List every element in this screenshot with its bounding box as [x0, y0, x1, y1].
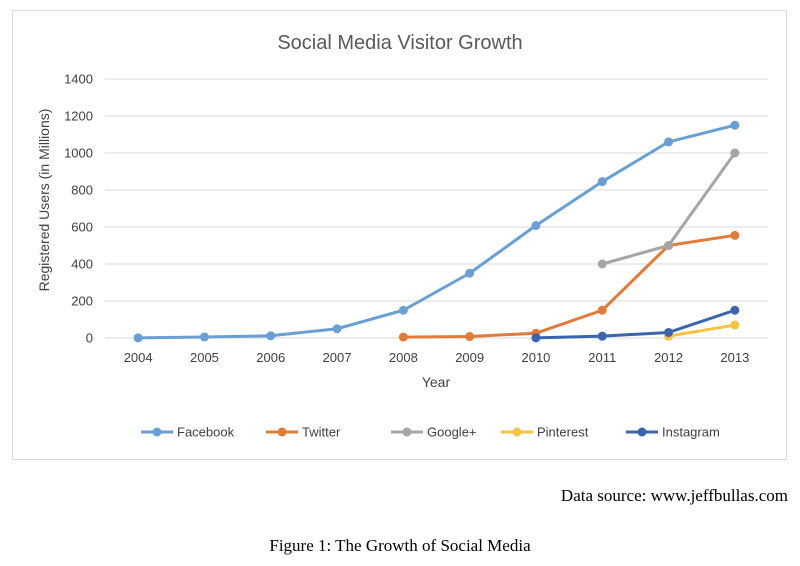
- legend-label: Twitter: [302, 425, 341, 440]
- y-tick-label: 1200: [64, 109, 93, 124]
- x-tick-label: 2010: [521, 350, 550, 365]
- data-point: [730, 305, 740, 315]
- legend-item[interactable]: Facebook: [141, 425, 235, 440]
- data-point: [597, 259, 607, 269]
- x-axis-label: Year: [422, 374, 451, 390]
- x-tick-label: 2007: [323, 350, 352, 365]
- y-tick-label: 600: [71, 220, 93, 235]
- x-tick-label: 2008: [389, 350, 418, 365]
- series-layer: [133, 120, 740, 343]
- x-tick-label: 2012: [654, 350, 683, 365]
- y-tick-label: 1000: [64, 146, 93, 161]
- y-tick-label: 400: [71, 257, 93, 272]
- y-tick-label: 200: [71, 294, 93, 309]
- chart-frame: Social Media Visitor Growth 0 200 400 600 80…: [12, 10, 787, 460]
- series-instagram: [531, 305, 740, 343]
- x-tick-label: 2005: [190, 350, 219, 365]
- series-line: [401, 233, 737, 339]
- data-point: [664, 241, 674, 250]
- legend-label: Google+: [427, 425, 477, 440]
- legend: Facebook Twitter Google+ Pinterest Instagram: [141, 425, 720, 440]
- legend-swatch-marker: [637, 427, 647, 437]
- series-line: [667, 323, 737, 338]
- data-point: [398, 332, 408, 342]
- x-tick-label: 2009: [455, 350, 484, 365]
- data-point: [531, 333, 541, 343]
- legend-item[interactable]: Google+: [391, 425, 477, 440]
- legend-item[interactable]: Pinterest: [501, 425, 589, 440]
- x-tick-label: 2013: [720, 350, 749, 365]
- data-point: [597, 305, 607, 315]
- figure-caption: Figure 1: The Growth of Social Media: [269, 536, 531, 555]
- legend-swatch-marker: [402, 427, 412, 437]
- legend-item[interactable]: Instagram: [626, 425, 720, 440]
- x-tick-label: 2006: [256, 350, 285, 365]
- series-line: [136, 123, 737, 340]
- y-tick-label: 800: [71, 183, 93, 198]
- x-tick-labels: 2004 2005 2006 2007 2008 2009 2010 2011 2012 2013: [124, 350, 750, 365]
- data-point: [332, 324, 342, 334]
- data-point: [664, 137, 674, 147]
- data-point: [531, 221, 541, 231]
- line-chart: Social Media Visitor Growth 0 200 400 600 80…: [36, 32, 768, 440]
- gridlines: [105, 78, 768, 339]
- data-point: [730, 320, 740, 330]
- y-tick-label: 0: [86, 331, 93, 346]
- data-point: [730, 148, 740, 158]
- x-tick-label: 2004: [124, 350, 153, 365]
- legend-label: Pinterest: [537, 425, 589, 440]
- legend-label: Instagram: [662, 425, 720, 440]
- chart-title: Social Media Visitor Growth: [277, 32, 522, 54]
- legend-swatch-marker: [512, 427, 522, 437]
- legend-swatch-marker: [152, 427, 162, 437]
- data-point: [597, 331, 607, 341]
- series-google: [597, 148, 740, 269]
- data-point: [465, 268, 475, 278]
- series-line: [534, 308, 737, 340]
- data-point: [730, 230, 740, 240]
- data-point: [199, 332, 209, 342]
- series-facebook: [133, 120, 740, 343]
- data-point: [465, 332, 475, 342]
- y-tick-labels: 0 200 400 600 800 1000 1200 1400: [64, 72, 93, 346]
- data-point: [266, 331, 276, 341]
- y-tick-label: 1400: [64, 72, 93, 87]
- legend-item[interactable]: Twitter: [266, 425, 341, 440]
- legend-label: Facebook: [177, 425, 235, 440]
- data-point: [730, 120, 740, 130]
- data-point: [664, 327, 674, 337]
- data-point: [597, 177, 607, 187]
- y-axis-label: Registered Users (in Millions): [36, 109, 52, 292]
- x-tick-label: 2011: [588, 350, 616, 365]
- data-point: [398, 305, 408, 315]
- data-source-note: Data source: www.jeffbullas.com: [560, 486, 788, 505]
- legend-swatch-marker: [277, 427, 287, 437]
- data-point: [133, 333, 143, 343]
